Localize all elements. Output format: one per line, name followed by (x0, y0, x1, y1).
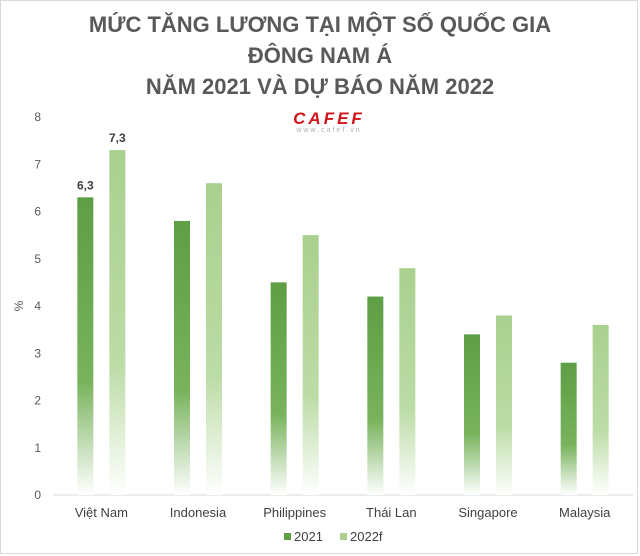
y-tick-label: 4 (34, 299, 41, 313)
y-tick-label: 5 (34, 252, 41, 266)
data-label: 7,3 (109, 131, 126, 145)
bar-2022f-5 (592, 324, 609, 495)
x-tick-label: Malaysia (559, 505, 611, 520)
bar-2022f-1 (206, 183, 222, 495)
y-tick-label: 0 (34, 488, 41, 502)
chart-title-line-2: ĐÔNG NAM Á (247, 43, 393, 68)
chart-title-line-3: NĂM 2021 VÀ DỰ BÁO NĂM 2022 (145, 74, 495, 99)
legend-label-2022f: 2022f (350, 529, 383, 544)
legend-swatch-2022f (340, 533, 347, 540)
y-tick-label: 6 (34, 205, 41, 219)
legend-swatch-2021 (284, 533, 291, 540)
bar-2021-3 (367, 296, 384, 495)
y-tick-label: 7 (34, 157, 41, 171)
x-tick-label: Việt Nam (75, 505, 128, 520)
legend-label-2021: 2021 (294, 529, 323, 544)
chart-title: MỨC TĂNG LƯƠNG TẠI MỘT SỐ QUỐC GIA ĐÔNG … (1, 9, 639, 102)
chart-title-line-1: MỨC TĂNG LƯƠNG TẠI MỘT SỐ QUỐC GIA (88, 12, 552, 37)
bar-2021-4 (464, 334, 480, 495)
bar-2021-5 (560, 362, 577, 495)
bar-2021-2 (270, 282, 287, 495)
y-tick-label: 8 (34, 110, 41, 124)
cafef-logo-url: www.cafef.vn (296, 127, 362, 134)
x-tick-label: Singapore (458, 505, 517, 520)
bar-2022f-2 (302, 235, 319, 495)
bar-2021-0 (77, 197, 94, 495)
y-tick-label: 1 (34, 441, 41, 455)
data-label: 6,3 (77, 178, 94, 192)
bar-2022f-4 (496, 315, 512, 495)
y-axis-label: % (12, 300, 26, 311)
cafef-logo-text: CAFEF (293, 109, 365, 128)
cafef-watermark: CAFEF www.cafef.vn (269, 109, 389, 134)
x-tick-label: Thái Lan (366, 505, 417, 520)
y-tick-label: 3 (34, 346, 41, 360)
bar-2022f-3 (399, 268, 416, 495)
bar-2022f-0 (109, 150, 126, 495)
x-tick-label: Indonesia (170, 505, 227, 520)
bar-2021-1 (174, 220, 190, 495)
y-tick-label: 2 (34, 394, 41, 408)
x-tick-label: Philippines (263, 505, 326, 520)
